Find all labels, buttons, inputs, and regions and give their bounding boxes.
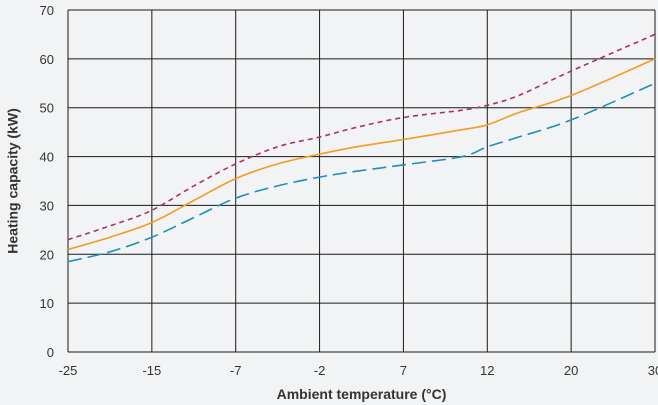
y-tick-label: 10	[40, 296, 54, 311]
x-tick-label: -7	[230, 363, 242, 378]
grid	[67, 9, 656, 353]
y-axis-title: Heating capacity (kW)	[5, 108, 21, 253]
y-tick-label: 60	[40, 52, 54, 67]
x-tick-label: -25	[59, 363, 78, 378]
x-tick-label: -15	[142, 363, 161, 378]
y-tick-label: 20	[40, 247, 54, 262]
x-tick-label: 7	[400, 363, 407, 378]
y-tick-label: 40	[40, 150, 54, 165]
x-tick-label: 12	[480, 363, 494, 378]
y-tick-label: 30	[40, 198, 54, 213]
tick-labels: 0 10 20 30 40 50 60 70 -25 -15 -7 -2 7 12 20 30	[40, 3, 658, 378]
series-line-dashed	[67, 33, 656, 241]
x-tick-label: 30	[648, 363, 658, 378]
y-tick-label: 0	[47, 345, 54, 360]
y-tick-label: 70	[40, 3, 54, 18]
x-tick-label: -2	[314, 363, 326, 378]
plot-area	[68, 10, 655, 352]
series-line-longdash	[67, 82, 656, 263]
x-axis-title: Ambient temperature (°C)	[277, 386, 447, 402]
x-tick-label: 20	[564, 363, 578, 378]
series-lines	[67, 33, 656, 263]
series-line-solid	[67, 58, 656, 251]
y-tick-label: 50	[40, 101, 54, 116]
